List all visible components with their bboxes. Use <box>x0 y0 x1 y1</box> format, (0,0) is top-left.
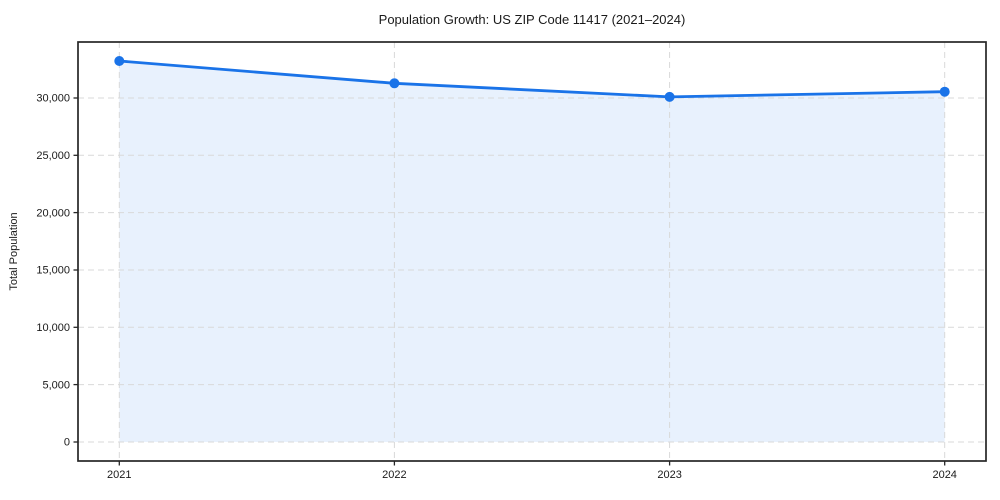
y-tick-label: 30,000 <box>36 93 70 105</box>
y-tick-label: 25,000 <box>36 150 70 162</box>
y-axis-label: Total Population <box>8 212 20 290</box>
y-tick-label: 10,000 <box>36 322 70 334</box>
y-tick-label: 15,000 <box>36 265 70 277</box>
series-line <box>117 59 947 99</box>
chart-title: Population Growth: US ZIP Code 11417 (20… <box>379 12 686 27</box>
y-tick-label: 0 <box>64 437 70 449</box>
x-tick-label: 2024 <box>932 469 956 481</box>
y-tick-label: 20,000 <box>36 207 70 219</box>
x-tick-label: 2023 <box>657 469 681 481</box>
y-tick-label: 5,000 <box>42 379 70 391</box>
series-area-fill <box>119 61 945 442</box>
x-tick-label: 2021 <box>107 469 131 481</box>
data-point-marker <box>939 86 950 97</box>
data-point-marker <box>114 56 125 66</box>
plot-area-background <box>78 42 986 461</box>
data-point-marker <box>389 78 400 89</box>
gridlines-layer <box>78 42 986 461</box>
tick-labels: 0 5,000 10,000 15,000 20,000 25,000 30,000 2021… <box>36 93 957 481</box>
data-point-markers <box>114 56 950 102</box>
series-line-layer <box>117 59 947 99</box>
data-point-marker <box>664 91 675 102</box>
plot-border <box>77 41 987 462</box>
x-tick-label: 2022 <box>382 469 406 481</box>
area-fill-layer <box>119 61 945 442</box>
